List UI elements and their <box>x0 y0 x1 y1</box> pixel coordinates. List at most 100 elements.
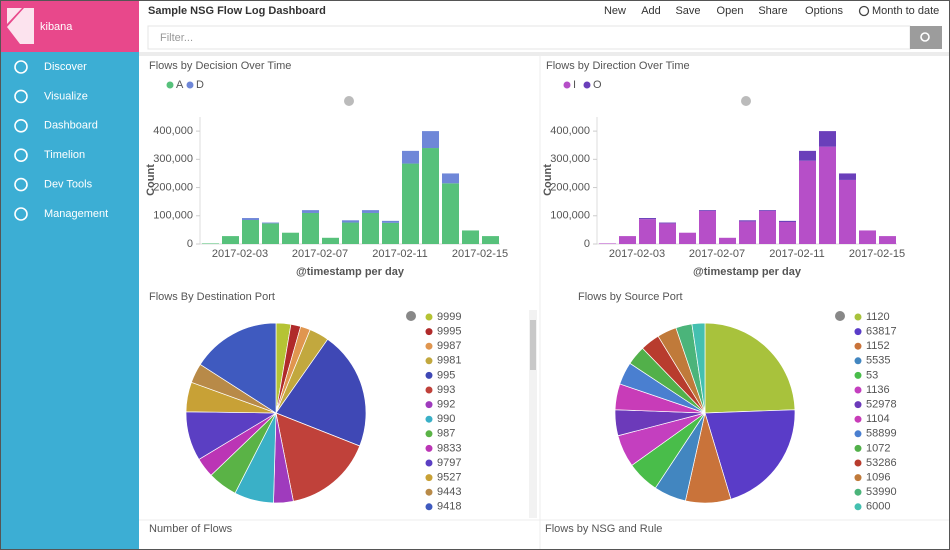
nav-icon <box>14 119 28 133</box>
x-axis-label: @timestamp per day <box>693 266 802 278</box>
legend-label[interactable]: 993 <box>437 384 455 396</box>
menu-item[interactable]: Save <box>675 5 700 17</box>
menu-item[interactable]: New <box>604 5 626 17</box>
panel-title: Flows by NSG and Rule <box>545 523 662 535</box>
legend-label[interactable]: 1120 <box>866 311 890 323</box>
legend-label[interactable]: 9995 <box>437 326 461 338</box>
legend-label[interactable]: D <box>196 79 204 91</box>
legend-swatch <box>854 503 862 511</box>
legend-label[interactable]: 9443 <box>437 486 461 498</box>
y-tick-label: 300,000 <box>153 153 193 165</box>
legend-label[interactable]: 53990 <box>866 486 897 498</box>
legend-label[interactable]: 1152 <box>866 340 890 352</box>
bar-segment <box>859 230 876 244</box>
y-axis-label: Count <box>145 164 157 196</box>
nav-icon <box>14 207 28 221</box>
legend-scrollbar <box>529 310 537 518</box>
legend-swatch <box>425 357 433 365</box>
legend-label[interactable]: 1136 <box>866 384 890 396</box>
bar-segment <box>422 148 439 244</box>
pie-slice <box>704 322 796 414</box>
legend-label[interactable]: 53 <box>866 369 878 381</box>
legend-label[interactable]: 9418 <box>437 501 461 513</box>
legend-label[interactable]: 9527 <box>437 472 461 484</box>
bar-segment <box>362 212 379 244</box>
legend-swatch <box>425 444 433 452</box>
legend-swatch <box>425 503 433 511</box>
legend-label[interactable]: 5535 <box>866 355 890 367</box>
legend-label[interactable]: 52978 <box>866 399 897 411</box>
bar-segment <box>262 223 279 244</box>
filter-input[interactable] <box>147 25 911 50</box>
legend-label[interactable]: 63817 <box>866 326 897 338</box>
bar-segment <box>819 146 836 244</box>
nav-icon <box>14 89 28 104</box>
x-tick-label: 2017-02-03 <box>212 248 268 260</box>
legend-label[interactable]: 53286 <box>866 457 897 469</box>
legend-swatch <box>854 371 862 379</box>
legend-label[interactable]: 987 <box>437 428 455 440</box>
legend-label[interactable]: 1096 <box>866 472 890 484</box>
legend-label[interactable]: 9981 <box>437 355 461 367</box>
y-tick-label: 200,000 <box>550 181 590 193</box>
menu-item[interactable]: Open <box>717 5 744 17</box>
bar-segment <box>779 221 796 244</box>
legend-swatch <box>166 81 174 89</box>
legend-label[interactable]: 995 <box>437 369 455 381</box>
y-tick-label: 100,000 <box>153 210 193 222</box>
bar-segment <box>779 220 796 222</box>
nav-item[interactable]: Dev Tools <box>44 179 93 191</box>
legend-label[interactable]: 9797 <box>437 457 461 469</box>
legend-label[interactable]: 9987 <box>437 340 461 352</box>
time-picker[interactable]: Month to date <box>872 5 939 17</box>
legend-swatch <box>425 430 433 438</box>
legend-label[interactable]: 1072 <box>866 442 890 454</box>
nav-item[interactable]: Timelion <box>44 149 85 161</box>
legend-label[interactable]: A <box>176 79 184 91</box>
legend-scroll-thumb <box>530 320 536 370</box>
legend-label[interactable]: 9833 <box>437 442 461 454</box>
bar-segment <box>659 223 676 244</box>
x-tick-label: 2017-02-11 <box>769 248 824 260</box>
legend-swatch <box>425 474 433 482</box>
legend-label[interactable]: O <box>593 79 602 91</box>
pie-slice <box>199 322 277 414</box>
collapse-icon <box>344 96 354 106</box>
bar-segment <box>322 237 339 244</box>
legend-toggle[interactable] <box>406 311 416 321</box>
panel-title: Flows by Direction Over Time <box>546 60 690 72</box>
menu-item[interactable]: Options <box>805 5 843 17</box>
legend-swatch <box>854 342 862 350</box>
nav-item[interactable]: Management <box>44 208 108 220</box>
legend-swatch <box>563 81 571 89</box>
panel-title: Flows by Source Port <box>578 291 683 303</box>
legend-swatch <box>854 313 862 321</box>
legend-swatch <box>854 444 862 452</box>
legend-label[interactable]: 6000 <box>866 501 890 513</box>
y-tick-label: 400,000 <box>550 125 590 137</box>
sidebar <box>0 0 139 550</box>
legend-toggle[interactable] <box>835 311 845 321</box>
legend-label[interactable]: 992 <box>437 399 455 411</box>
legend-swatch <box>854 459 862 467</box>
legend-label[interactable]: 990 <box>437 413 455 425</box>
bar-segment <box>402 150 419 164</box>
menu-item[interactable]: Add <box>641 5 661 17</box>
legend-label[interactable]: 9999 <box>437 311 461 323</box>
legend-label[interactable]: 1104 <box>866 413 890 425</box>
menu-item[interactable]: Share <box>758 5 787 17</box>
nav-item[interactable]: Discover <box>44 61 87 73</box>
nav-item[interactable]: Dashboard <box>44 120 98 132</box>
legend-swatch <box>425 342 433 350</box>
legend-label[interactable]: 58899 <box>866 428 897 440</box>
legend-swatch <box>186 81 194 89</box>
legend-swatch <box>854 488 862 496</box>
legend-swatch <box>425 401 433 409</box>
search-button[interactable] <box>910 26 942 49</box>
nav-icon <box>14 148 28 162</box>
nav-item[interactable]: Visualize <box>44 90 88 102</box>
bar-segment <box>759 210 776 244</box>
legend-label[interactable]: I <box>573 79 576 91</box>
legend-swatch <box>425 459 433 467</box>
separator <box>139 52 950 56</box>
